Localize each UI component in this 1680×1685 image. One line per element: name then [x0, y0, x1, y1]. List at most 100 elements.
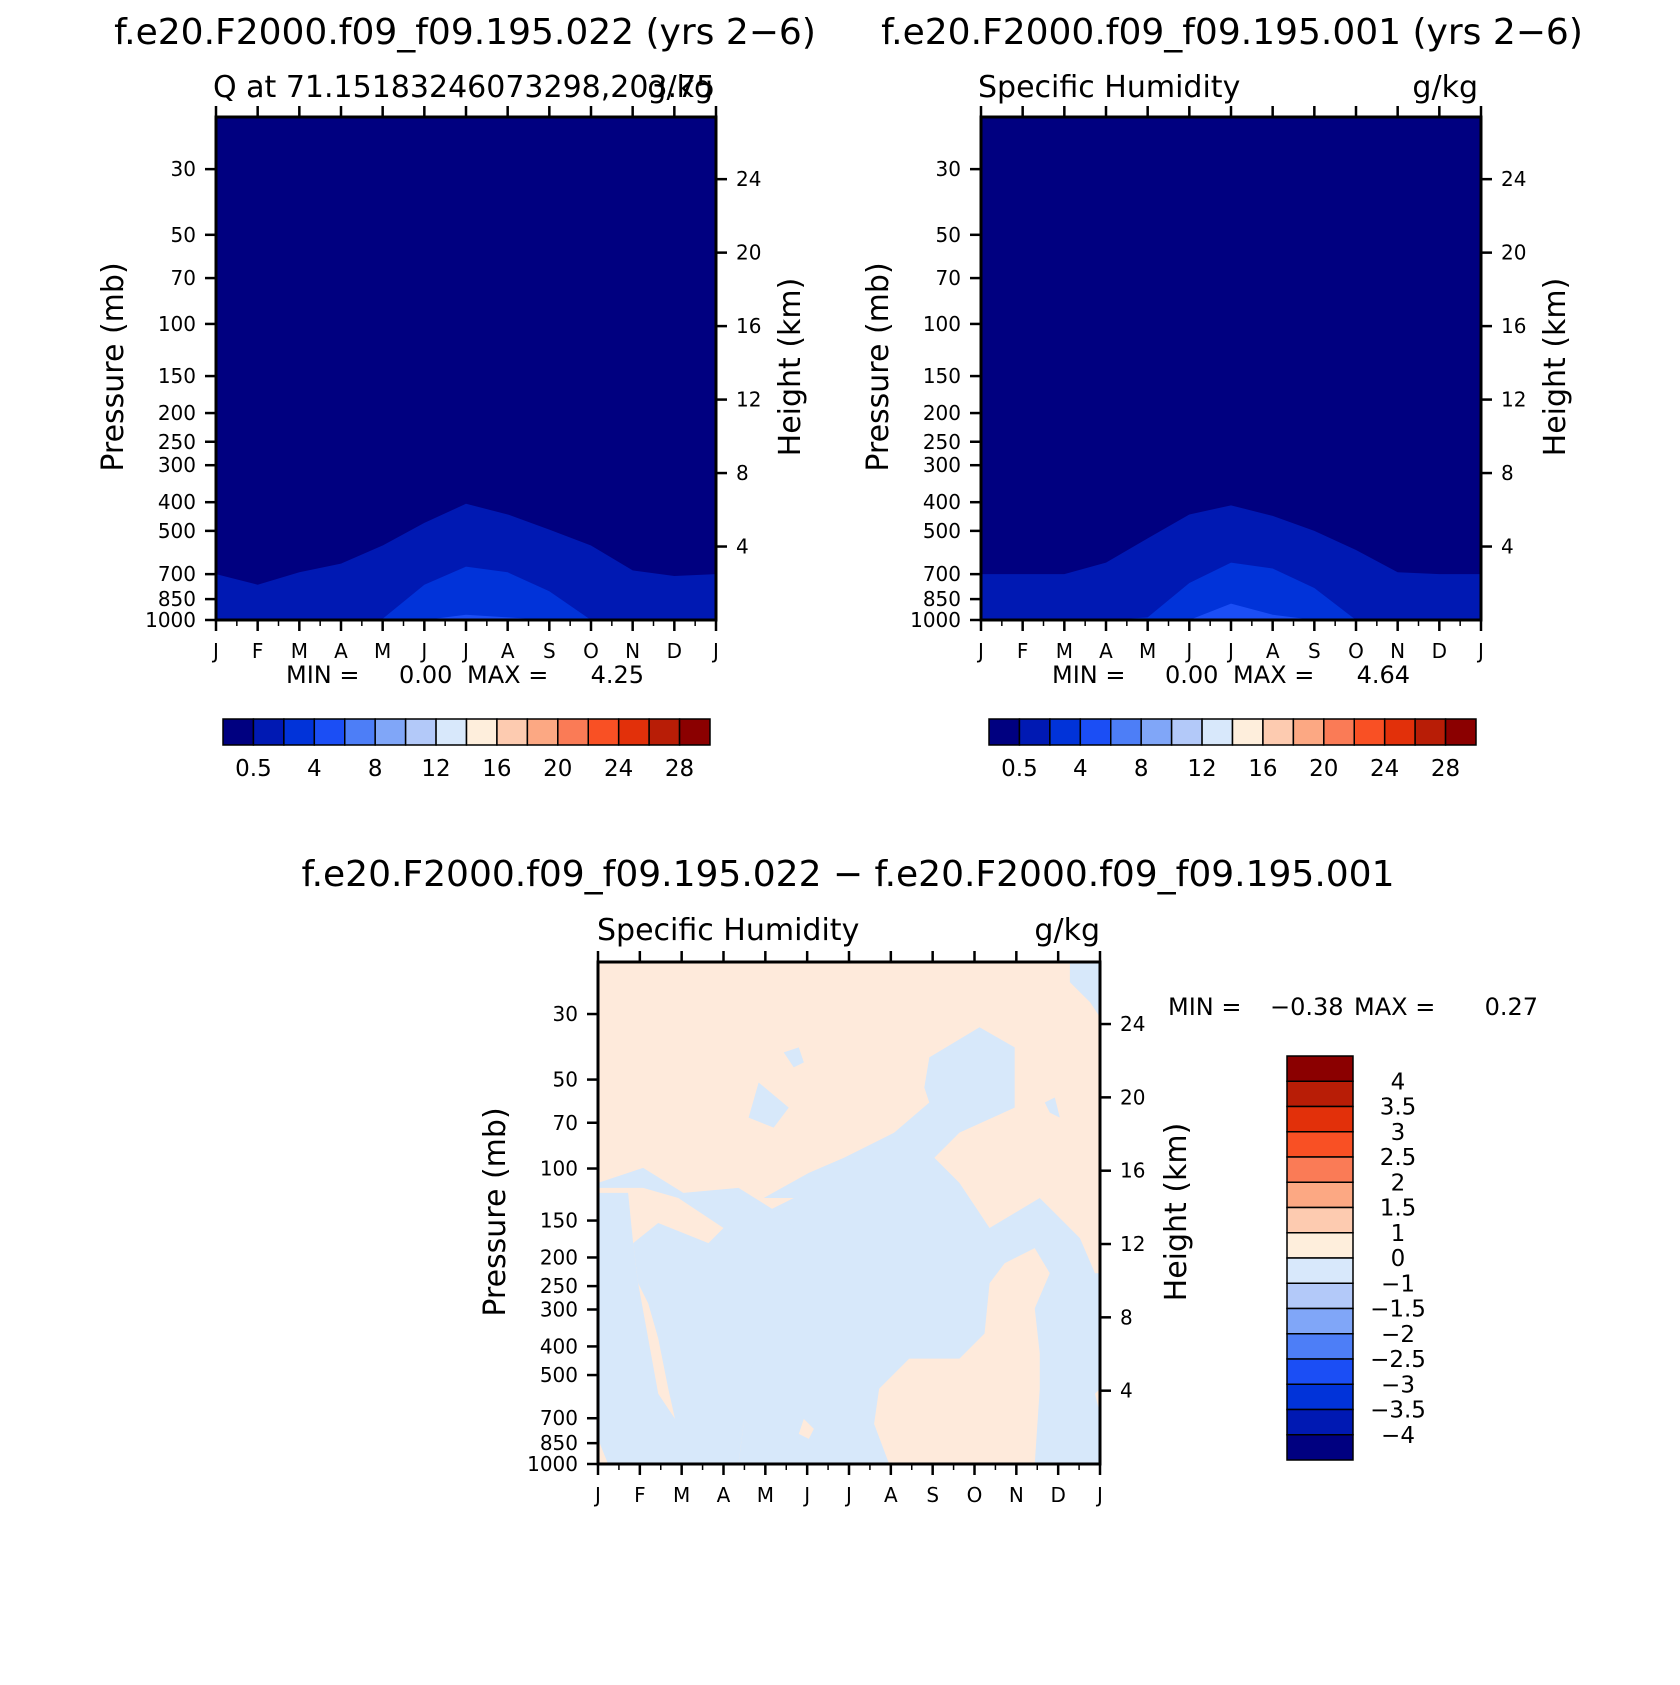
panel-3-colorbar-swatch	[1286, 1358, 1354, 1385]
panel-3-y2tick-label: 4	[1120, 1379, 1133, 1403]
panel-2-colorbar: 0.5 4 8 12 16 20 24 28	[988, 718, 1477, 782]
panel-2-ytick-label: 250	[923, 430, 961, 454]
panel-2-colorbar-swatch	[1018, 718, 1051, 746]
panel-1-colorbar-label: 28	[665, 756, 694, 782]
panel-3-y2tick-label: 24	[1120, 1012, 1145, 1036]
panel-1-xtick-label: M	[374, 639, 391, 663]
panel-3-ytick-label: 50	[553, 1068, 578, 1092]
panel-1-y2tick-label: 20	[736, 241, 761, 265]
panel-2-colorbar-swatch	[1444, 718, 1477, 746]
panel-3-left-label: Specific Humidity	[597, 913, 859, 948]
panel-3-colorbar-label: 1.5	[1380, 1196, 1417, 1222]
panel-2-colorbar-swatch	[1353, 718, 1386, 746]
panel-2-colorbar-swatch	[1323, 718, 1355, 746]
panel-2-colorbar-swatch	[1231, 718, 1264, 746]
panel-2-ytick-label: 700	[923, 562, 961, 586]
panel-3-pos-region	[798, 1418, 814, 1439]
panel-1-colorbar-label: 8	[368, 756, 383, 782]
panel-1-xtick-label: O	[583, 639, 599, 663]
panel-3-colorbar: 43.532.521.510−1−1.5−2−2.5−3−3.5−4	[1286, 1055, 1426, 1461]
panel-2-colorbar-swatch	[1079, 718, 1112, 746]
panel-3-neg-region	[1069, 962, 1100, 1018]
panel-2-ytick-label: 50	[936, 223, 961, 247]
panel-3-colorbar-label: −2	[1381, 1322, 1415, 1348]
panel-1-y2tick-label: 12	[736, 388, 761, 412]
panel-2-units: g/kg	[1412, 70, 1478, 105]
panel-3-units: g/kg	[1034, 913, 1100, 948]
panel-2-xtick-label: F	[1017, 639, 1029, 663]
panel-3-xtick-label: M	[673, 1483, 690, 1507]
panel-3-colorbar-label: −1.5	[1370, 1297, 1426, 1323]
panel-1-colorbar-swatch	[313, 718, 346, 746]
panel-3-ytick-label: 200	[540, 1245, 578, 1269]
panel-3-ytick-label: 500	[540, 1363, 578, 1387]
panel-1-colorbar-swatch	[678, 718, 711, 746]
panel-3-y2label: Height (km)	[1159, 1123, 1194, 1302]
panel-3-colorbar-label: −4	[1381, 1423, 1415, 1449]
panel-1-colorbar-swatch	[283, 718, 316, 746]
panel-2-xtick-label: A	[1266, 639, 1280, 663]
panel-1-colorbar-swatch	[252, 718, 285, 746]
panel-3-neg-region	[598, 1192, 699, 1464]
panel-3-xtick-label: D	[1050, 1483, 1065, 1507]
panel-1-y2label: Height (km)	[773, 278, 808, 457]
panel-2-ytick-label: 300	[923, 453, 961, 477]
panel-2-min-value: 0.00	[1165, 661, 1218, 689]
panel-1-colorbar-swatch	[222, 718, 255, 746]
panel-1-contour-level_2	[216, 614, 716, 620]
panel-1-ytick-label: 1000	[145, 608, 196, 632]
panel-2-max-value: 4.64	[1357, 661, 1410, 689]
panel-1: f.e20.F2000.f09_f09.195.022 (yrs 2−6) Q …	[96, 12, 816, 782]
panel-3-ytick-label: 150	[540, 1209, 578, 1233]
panel-3-colorbar-label: 4	[1391, 1069, 1406, 1095]
panel-1-colorbar-label: 20	[543, 756, 572, 782]
panel-3-colorbar-swatch	[1286, 1206, 1354, 1234]
panel-2-title: f.e20.F2000.f09_f09.195.001 (yrs 2−6)	[881, 12, 1583, 53]
panel-2-colorbar-swatch	[988, 718, 1021, 746]
panel-1-xtick-label: J	[419, 639, 427, 663]
panel-3-colorbar-swatch	[1286, 1181, 1354, 1209]
panel-1-xtick-label: J	[211, 639, 219, 663]
panel-3: f.e20.F2000.f09_f09.195.022 − f.e20.F200…	[302, 854, 1538, 1507]
panel-1-xtick-label: A	[501, 639, 515, 663]
panel-2-xtick-label: J	[1476, 639, 1484, 663]
panel-1-y2tick-label: 8	[736, 461, 749, 485]
panel-1-colorbar: 0.5 4 8 12 16 20 24 28	[222, 718, 711, 782]
panel-1-ytick-label: 300	[158, 453, 196, 477]
panel-3-colorbar-swatch	[1286, 1408, 1354, 1436]
panel-3-xtick-label: A	[717, 1483, 731, 1507]
panel-1-min-label: MIN =	[286, 661, 359, 689]
panel-3-neg-region	[598, 1027, 1100, 1464]
panel-2-contour-level_2	[981, 603, 1481, 620]
panel-1-ytick-label: 150	[158, 364, 196, 388]
panel-1-colorbar-swatch	[557, 718, 589, 746]
panel-3-ytick-label: 700	[540, 1406, 578, 1430]
panel-1-contour-level_1	[216, 566, 716, 620]
panel-2-ytick-label: 100	[923, 312, 961, 336]
panel-3-title: f.e20.F2000.f09_f09.195.022 − f.e20.F200…	[302, 854, 1395, 895]
panel-2-y2tick-label: 12	[1501, 388, 1526, 412]
panel-2-colorbar-swatch	[1383, 718, 1416, 746]
panel-3-ytick-label: 70	[553, 1111, 578, 1135]
panel-1-colorbar-swatch	[617, 718, 650, 746]
panel-2-colorbar-label: 0.5	[1001, 756, 1038, 782]
panel-3-ytick-label: 1000	[527, 1452, 578, 1476]
panel-1-colorbar-label: 16	[482, 756, 511, 782]
panel-2-colorbar-swatch	[1140, 718, 1173, 746]
panel-2-ytick-label: 200	[923, 401, 961, 425]
panel-2-colorbar-label: 20	[1309, 756, 1338, 782]
panel-3-colorbar-swatch	[1286, 1257, 1354, 1284]
panel-2-colorbar-label: 16	[1248, 756, 1277, 782]
panel-2-xtick-label: M	[1139, 639, 1156, 663]
panel-2-min-label: MIN =	[1052, 661, 1125, 689]
panel-2-ytick-label: 1000	[910, 608, 961, 632]
panel-2-colorbar-label: 24	[1370, 756, 1399, 782]
panel-3-colorbar-swatch	[1286, 1131, 1354, 1158]
panel-1-ytick-label: 200	[158, 401, 196, 425]
panel-3-colorbar-label: −3.5	[1370, 1398, 1426, 1424]
panel-1-title: f.e20.F2000.f09_f09.195.022 (yrs 2−6)	[114, 12, 816, 53]
panel-2-xtick-label: J	[976, 639, 984, 663]
panel-1-colorbar-swatch	[404, 718, 437, 746]
panel-3-min-value: −0.38	[1270, 993, 1344, 1021]
